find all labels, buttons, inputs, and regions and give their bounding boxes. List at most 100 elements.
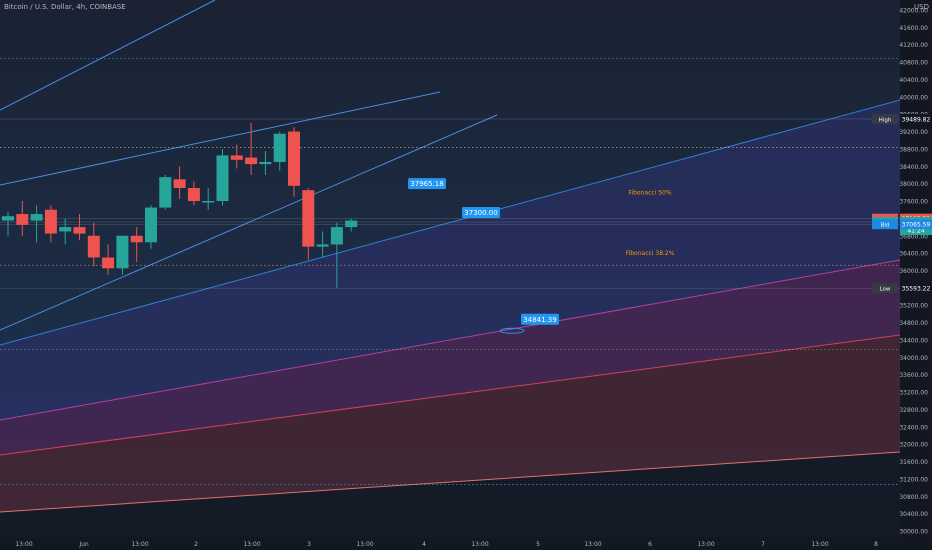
time-axis — [0, 537, 932, 550]
y-tick-label: 32000.00 — [899, 442, 928, 449]
y-tick-label: 38400.00 — [899, 164, 928, 171]
channel-line-mid — [0, 259, 901, 421]
candle-body — [173, 179, 186, 189]
y-tick-label: 31200.00 — [899, 476, 928, 483]
y-tick-label: 40000.00 — [899, 94, 928, 101]
candle-body — [259, 161, 272, 165]
y-tick-label: 38000.00 — [899, 181, 928, 188]
channel-red-band — [0, 335, 900, 512]
level-tag — [872, 219, 898, 230]
candle-body — [216, 155, 229, 202]
channel-bottom-band — [0, 452, 900, 550]
level-value-box — [900, 219, 932, 230]
price-callout-box — [521, 313, 559, 325]
fibonacci-label: Fibonacci 38.2% — [626, 250, 675, 257]
level-tag — [872, 113, 898, 124]
y-tick-label: 34800.00 — [899, 320, 928, 327]
candle-body — [87, 235, 100, 258]
level-value: 37065.59 — [902, 222, 931, 229]
x-tick-label: 5 — [536, 541, 540, 548]
candlesticks — [2, 122, 358, 288]
trendline-1 — [0, 0, 216, 111]
y-tick-label: 40400.00 — [899, 77, 928, 84]
x-tick-label: 13:00 — [811, 541, 828, 548]
price-callout-text: 37300.00 — [464, 209, 497, 217]
candle-body — [202, 201, 215, 203]
level-value-box — [900, 113, 932, 124]
candle-body — [345, 220, 358, 228]
y-tick-label: 35200.00 — [899, 303, 928, 310]
x-tick-label: 6 — [648, 541, 652, 548]
y-tick-label: 32400.00 — [899, 424, 928, 431]
candle-body — [130, 235, 143, 243]
low-marker-ellipse — [499, 327, 525, 334]
y-tick-label: 40800.00 — [899, 60, 928, 67]
y-tick-label: 30000.00 — [899, 529, 928, 536]
price-callout-text: 34841.39 — [523, 316, 556, 324]
y-tick-label: 38800.00 — [899, 146, 928, 153]
channel-blue-band — [0, 100, 900, 420]
candle-body — [2, 216, 14, 221]
y-tick-label: 33600.00 — [899, 372, 928, 379]
channel-line-low — [0, 334, 901, 456]
y-tick-label: 41600.00 — [899, 25, 928, 32]
candle-body — [302, 190, 315, 247]
y-tick-label: 36800.00 — [899, 233, 928, 240]
channel-purple-band — [0, 260, 900, 455]
fibonacci-label: Fibonacci 50% — [628, 189, 671, 196]
candle-body — [102, 257, 115, 269]
x-tick-label: 13:00 — [243, 541, 260, 548]
price-axis — [900, 0, 932, 550]
candle-body — [273, 133, 286, 162]
y-tick-label: 42000.00 — [899, 8, 928, 15]
candle-body — [159, 177, 172, 208]
x-tick-label: 7 — [761, 541, 765, 548]
price-callout-text: 37965.18 — [410, 180, 443, 188]
x-tick-label: 13:00 — [131, 541, 148, 548]
channel-line-bottom — [0, 451, 901, 513]
price-callout-box — [408, 178, 446, 190]
candle-body — [44, 209, 57, 234]
y-tick-label: 34000.00 — [899, 355, 928, 362]
y-tick-label: 39200.00 — [899, 129, 928, 136]
time-axis-labels: 13:00 Jun 13:00 2 13:00 3 13:00 4 13:00 5 13:00 6 13… — [15, 541, 878, 548]
candle-body — [187, 188, 200, 202]
level-value-box — [900, 283, 932, 294]
trendline-3 — [0, 114, 498, 331]
y-tick-label: 31600.00 — [899, 459, 928, 466]
y-tick-label: 30800.00 — [899, 494, 928, 501]
x-tick-label: 13:00 — [584, 541, 601, 548]
level-tag-label: Low — [880, 287, 891, 293]
y-tick-label: 32800.00 — [899, 407, 928, 414]
x-tick-label: 2 — [194, 541, 198, 548]
x-tick-label: Jun — [78, 541, 89, 548]
candle-body — [145, 207, 157, 243]
y-tick-label: 34400.00 — [899, 337, 928, 344]
y-tick-label: 33200.00 — [899, 390, 928, 397]
candle-body — [30, 214, 43, 221]
x-tick-label: 13:00 — [15, 541, 32, 548]
y-tick-label: 36400.00 — [899, 251, 928, 258]
level-tag-label: High — [879, 117, 892, 123]
currency-label: USD — [914, 3, 929, 11]
level-tag-label: Bid — [881, 223, 890, 229]
y-tick-label: 41200.00 — [899, 42, 928, 49]
x-tick-label: 3 — [307, 541, 311, 548]
candle-body — [316, 244, 329, 247]
channel-line-top — [0, 99, 901, 346]
candle-body — [73, 227, 86, 234]
level-tag — [872, 283, 898, 294]
x-tick-label: 4 — [422, 541, 426, 548]
countdown-label: 41:24 — [907, 228, 924, 235]
candle-body — [245, 157, 258, 165]
x-tick-label: 8 — [874, 541, 878, 548]
candle-body — [230, 155, 243, 160]
candle-body — [16, 214, 29, 225]
chart-title: Bitcoin / U.S. Dollar, 4h, COINBASE — [4, 3, 126, 11]
trendline-2 — [0, 91, 441, 186]
x-tick-label: 13:00 — [356, 541, 373, 548]
y-tick-label: 30400.00 — [899, 511, 928, 518]
x-tick-label: 13:00 — [697, 541, 714, 548]
level-value: 35593.22 — [902, 286, 931, 293]
